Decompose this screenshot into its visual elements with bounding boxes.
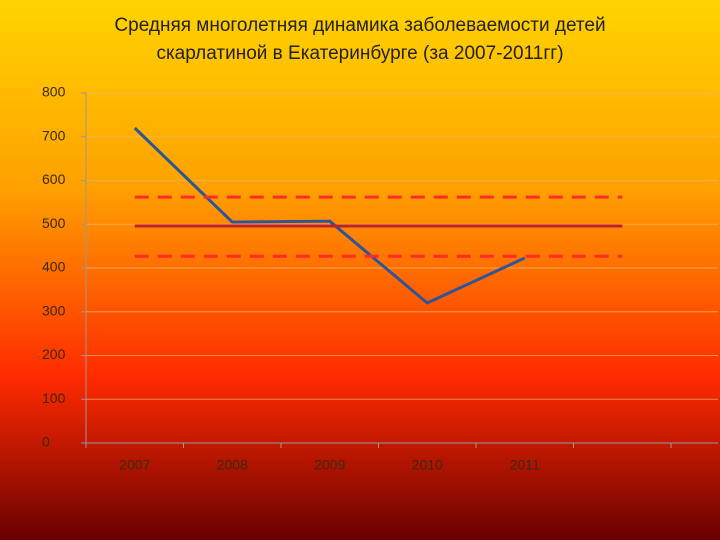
y-tick-label: 600 [42,171,66,187]
series-line [133,126,526,305]
chart-title: Средняя многолетняя динамика заболеваемо… [114,15,605,36]
y-tick-label: 400 [42,259,66,275]
y-tick-label: 300 [42,302,66,318]
y-tick-label: 0 [42,434,50,450]
y-tick-label: 700 [42,127,66,143]
y-tick-label: 500 [42,215,66,231]
y-tick-label: 100 [42,390,66,406]
y-tick-label: 200 [42,346,66,362]
x-tick-label: 2009 [314,457,345,473]
y-tick-label: 800 [42,84,66,100]
x-tick-label: 2007 [119,457,150,473]
x-tick-label: 2008 [217,457,248,473]
x-tick-label: 2011 [510,457,540,473]
chart-title: скарлатиной в Екатеринбурге (за 2007-201… [156,43,563,64]
x-tick-label: 2010 [412,457,443,473]
